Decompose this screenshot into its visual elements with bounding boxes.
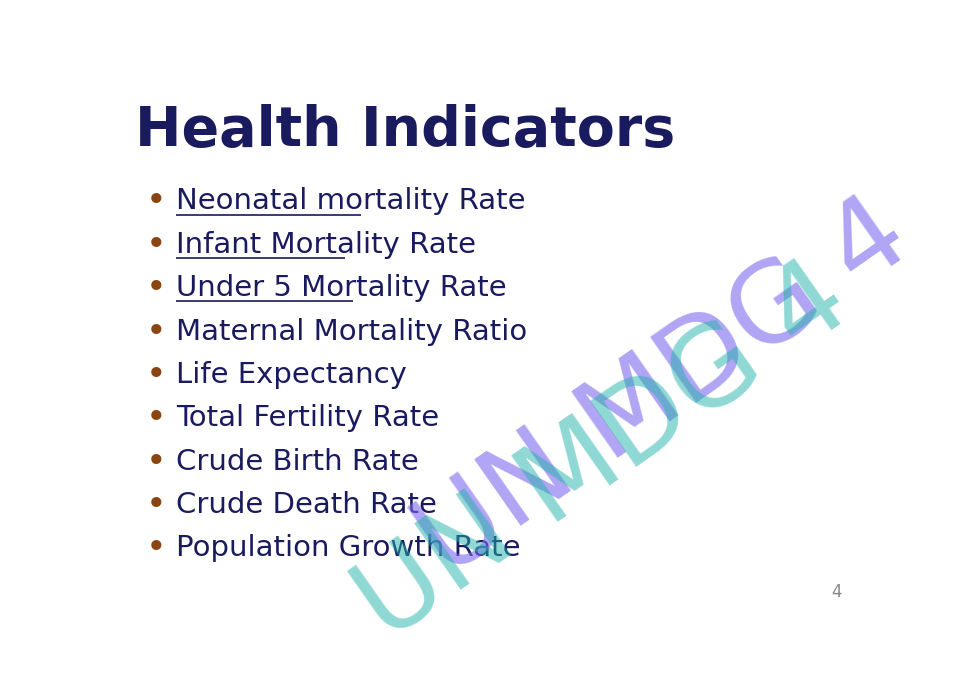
Text: UN MDG 4: UN MDG 4 <box>397 181 928 598</box>
Text: Infant Mortality Rate: Infant Mortality Rate <box>176 231 476 259</box>
Text: •: • <box>146 358 167 392</box>
Text: 4: 4 <box>831 583 842 601</box>
Text: •: • <box>146 271 167 305</box>
Text: •: • <box>146 185 167 218</box>
Text: UN MDG 4: UN MDG 4 <box>338 245 869 661</box>
Text: Life Expectancy: Life Expectancy <box>176 361 407 389</box>
Text: •: • <box>146 315 167 348</box>
Text: Health Indicators: Health Indicators <box>134 104 675 157</box>
Text: Crude Death Rate: Crude Death Rate <box>176 491 437 519</box>
Text: Maternal Mortality Ratio: Maternal Mortality Ratio <box>176 317 527 346</box>
Text: Neonatal mortality Rate: Neonatal mortality Rate <box>176 188 525 216</box>
Text: Population Growth Rate: Population Growth Rate <box>176 534 520 563</box>
Text: •: • <box>146 488 167 522</box>
Text: •: • <box>146 401 167 436</box>
Text: Total Fertility Rate: Total Fertility Rate <box>176 405 439 432</box>
Text: •: • <box>146 228 167 262</box>
Text: •: • <box>146 444 167 479</box>
Text: Crude Birth Rate: Crude Birth Rate <box>176 448 419 475</box>
Text: Under 5 Mortality Rate: Under 5 Mortality Rate <box>176 274 507 302</box>
Text: •: • <box>146 532 167 565</box>
